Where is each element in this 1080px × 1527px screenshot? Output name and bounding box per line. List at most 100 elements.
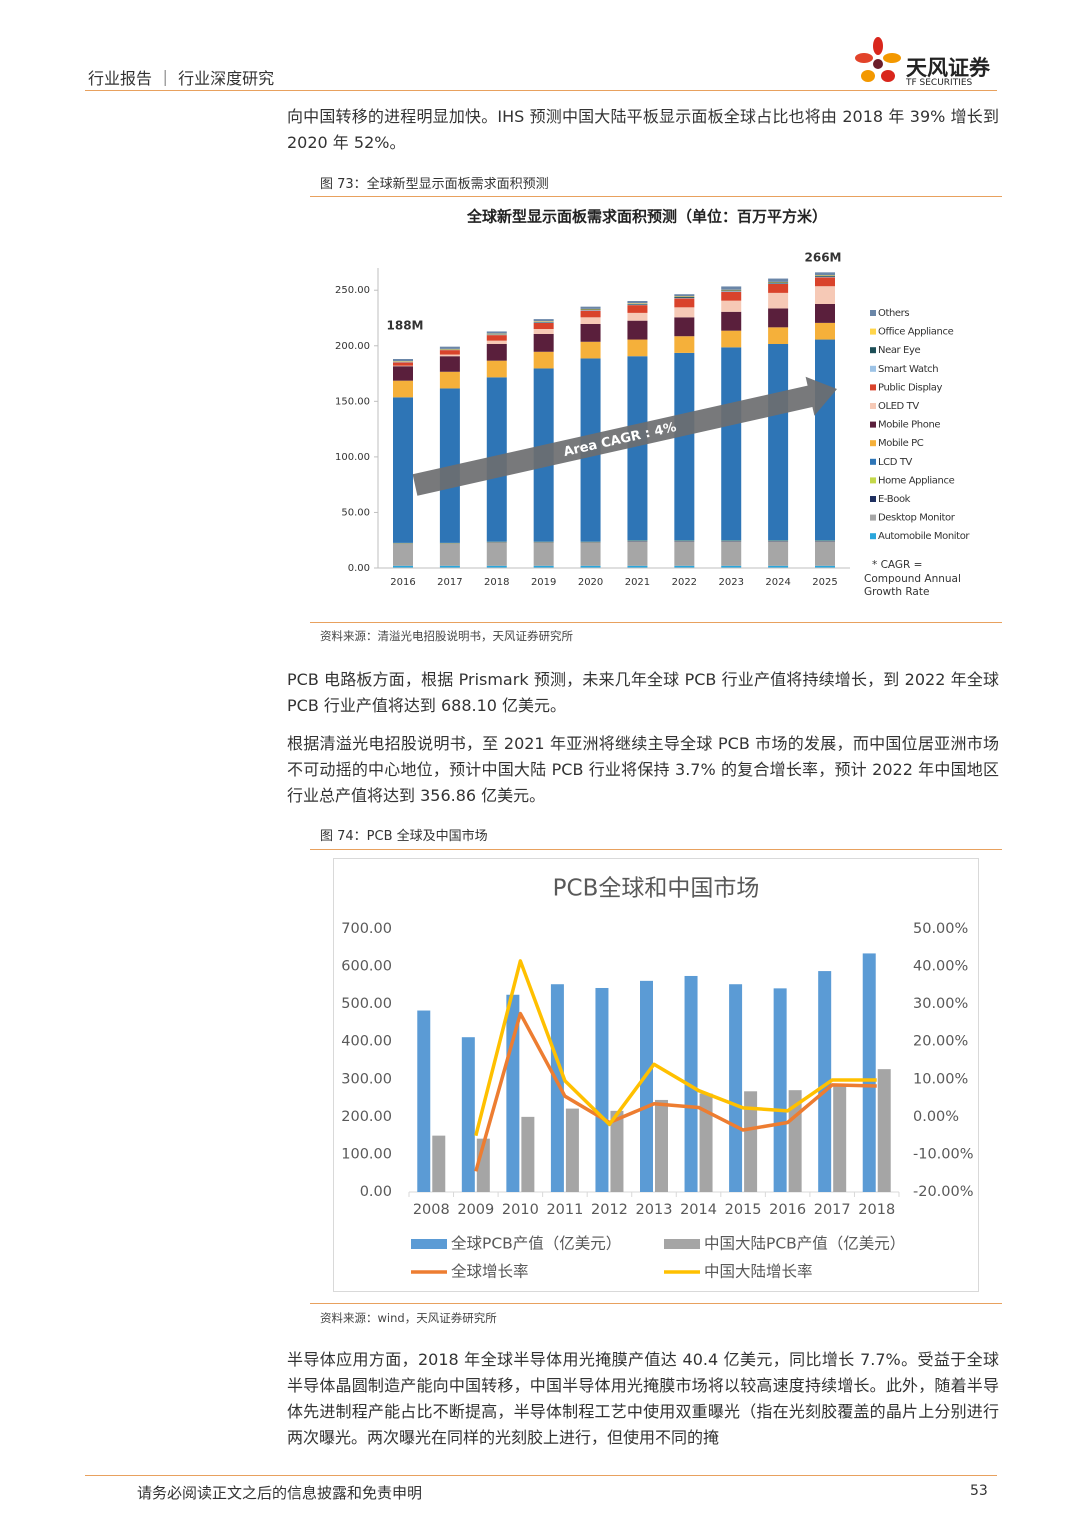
- bar-segment: [674, 565, 695, 568]
- x-tick-label: 2017: [814, 1202, 851, 1218]
- y2-tick-label: 40.00%: [913, 959, 968, 975]
- figure-caption: 图 74：PCB 全球及中国市场: [320, 829, 488, 844]
- legend-swatch: [870, 347, 876, 354]
- bar-segment: [768, 278, 789, 282]
- bar: [729, 984, 743, 1192]
- x-tick-label: 2021: [625, 577, 650, 588]
- x-tick-label: 2019: [531, 577, 556, 588]
- bar-segment: [486, 344, 507, 361]
- bar-segment: [580, 310, 601, 318]
- legend-label: Smart Watch: [878, 364, 938, 375]
- bar: [432, 1135, 446, 1192]
- bar-segment: [393, 397, 413, 543]
- bar: [550, 984, 564, 1192]
- bar-segment: [533, 351, 554, 369]
- bar-segment: [393, 543, 413, 566]
- legend-swatch: [870, 533, 876, 540]
- bar-segment: [768, 327, 789, 344]
- bar-segment: [580, 310, 601, 311]
- bar-segment: [674, 296, 695, 297]
- x-tick-label: 2025: [812, 577, 837, 588]
- y-tick-label: 100.00: [335, 452, 370, 463]
- bar-segment: [439, 565, 460, 568]
- bar-segment: [627, 312, 648, 321]
- y-tick-label: 50.00: [341, 507, 370, 518]
- bar: [655, 1099, 668, 1192]
- bar-segment: [768, 344, 789, 541]
- bar-segment: [721, 541, 742, 566]
- bar-segment: [721, 290, 742, 292]
- bar-segment: [580, 324, 601, 342]
- bar: [699, 1093, 713, 1192]
- y-tick-label: 500.00: [341, 996, 392, 1012]
- bar-segment: [533, 329, 554, 334]
- bars: [393, 272, 835, 568]
- caption-rule: [310, 196, 1002, 197]
- legend-label: Near Eye: [878, 345, 920, 356]
- note: Compound Annual: [864, 573, 961, 585]
- x-tick-label: 2020: [578, 577, 603, 588]
- note: Growth Rate: [864, 586, 929, 598]
- bar-segment: [580, 542, 601, 566]
- bar-segment: [721, 311, 742, 331]
- legend-swatch: [870, 458, 876, 465]
- bar-segment: [768, 541, 789, 566]
- bar-segment: [721, 300, 742, 312]
- bar-segment: [627, 320, 648, 340]
- bar-segment: [627, 356, 648, 541]
- chart-title: 全球新型显示面板需求面积预测（单位：百万平方米）: [466, 208, 827, 226]
- bar: [506, 994, 520, 1192]
- x-tick-label: 2011: [546, 1202, 583, 1218]
- bar-segment: [627, 541, 648, 566]
- y-tick-label: 100.00: [341, 1146, 392, 1162]
- bar-segment: [768, 308, 789, 328]
- bar-segment: [815, 277, 835, 287]
- bar-segment: [674, 352, 695, 541]
- page-number: 53: [970, 1483, 988, 1499]
- bar-segment: [439, 543, 460, 566]
- bar-segment: [580, 565, 601, 568]
- bar-segment: [533, 319, 554, 322]
- bar: [862, 953, 876, 1192]
- caption-rule: [310, 849, 1002, 850]
- bar-segment: [393, 362, 413, 366]
- bar-segment: [533, 321, 554, 323]
- bar-segment: [439, 350, 460, 355]
- y2-tick-label: -20.00%: [913, 1184, 974, 1200]
- bar-segment: [815, 272, 835, 276]
- bar-segment: [533, 542, 554, 566]
- bar-segment: [721, 286, 742, 290]
- bar-segment: [439, 348, 460, 350]
- bar-segment: [393, 565, 413, 568]
- bar-segment: [580, 309, 601, 311]
- bar-segment: [674, 297, 695, 299]
- bar-segment: [627, 305, 648, 313]
- legend-label: 全球增长率: [451, 1263, 529, 1281]
- chart: 全球新型显示面板需求面积预测（单位：百万平方米） Area CAGR : 4% …: [335, 208, 971, 599]
- bar-segment: [486, 335, 507, 341]
- bar-segment: [721, 347, 742, 541]
- legend-swatch: [870, 477, 876, 484]
- bar-segment: [721, 330, 742, 348]
- bar-segment: [486, 360, 507, 378]
- bar-segment: [627, 304, 648, 306]
- bar-segment: [815, 276, 835, 278]
- y2-tick-label: 10.00%: [913, 1071, 968, 1087]
- y-tick-label: 200.00: [341, 1109, 392, 1125]
- x-tick-label: 2016: [390, 577, 415, 588]
- legend-label: E-Book: [878, 494, 911, 505]
- trend-arrow: [412, 376, 837, 496]
- paragraph: PCB 电路板方面，根据 Prismark 预测，未来几年全球 PCB 行业产值…: [287, 670, 999, 715]
- bar-segment: [768, 292, 789, 309]
- paragraph: 根据清溢光电招股说明书，至 2021 年亚洲将继续主导全球 PCB 市场的发展，…: [287, 734, 999, 805]
- bar: [610, 1110, 624, 1192]
- bar-segment: [580, 308, 601, 310]
- bar-segment: [439, 346, 460, 349]
- bar-segment: [674, 298, 695, 308]
- logo-icon: [855, 37, 901, 82]
- legend-swatch: [411, 1239, 447, 1249]
- legend-label: Public Display: [878, 382, 943, 393]
- y-tick-label: 700.00: [341, 921, 392, 937]
- bar: [744, 1091, 758, 1192]
